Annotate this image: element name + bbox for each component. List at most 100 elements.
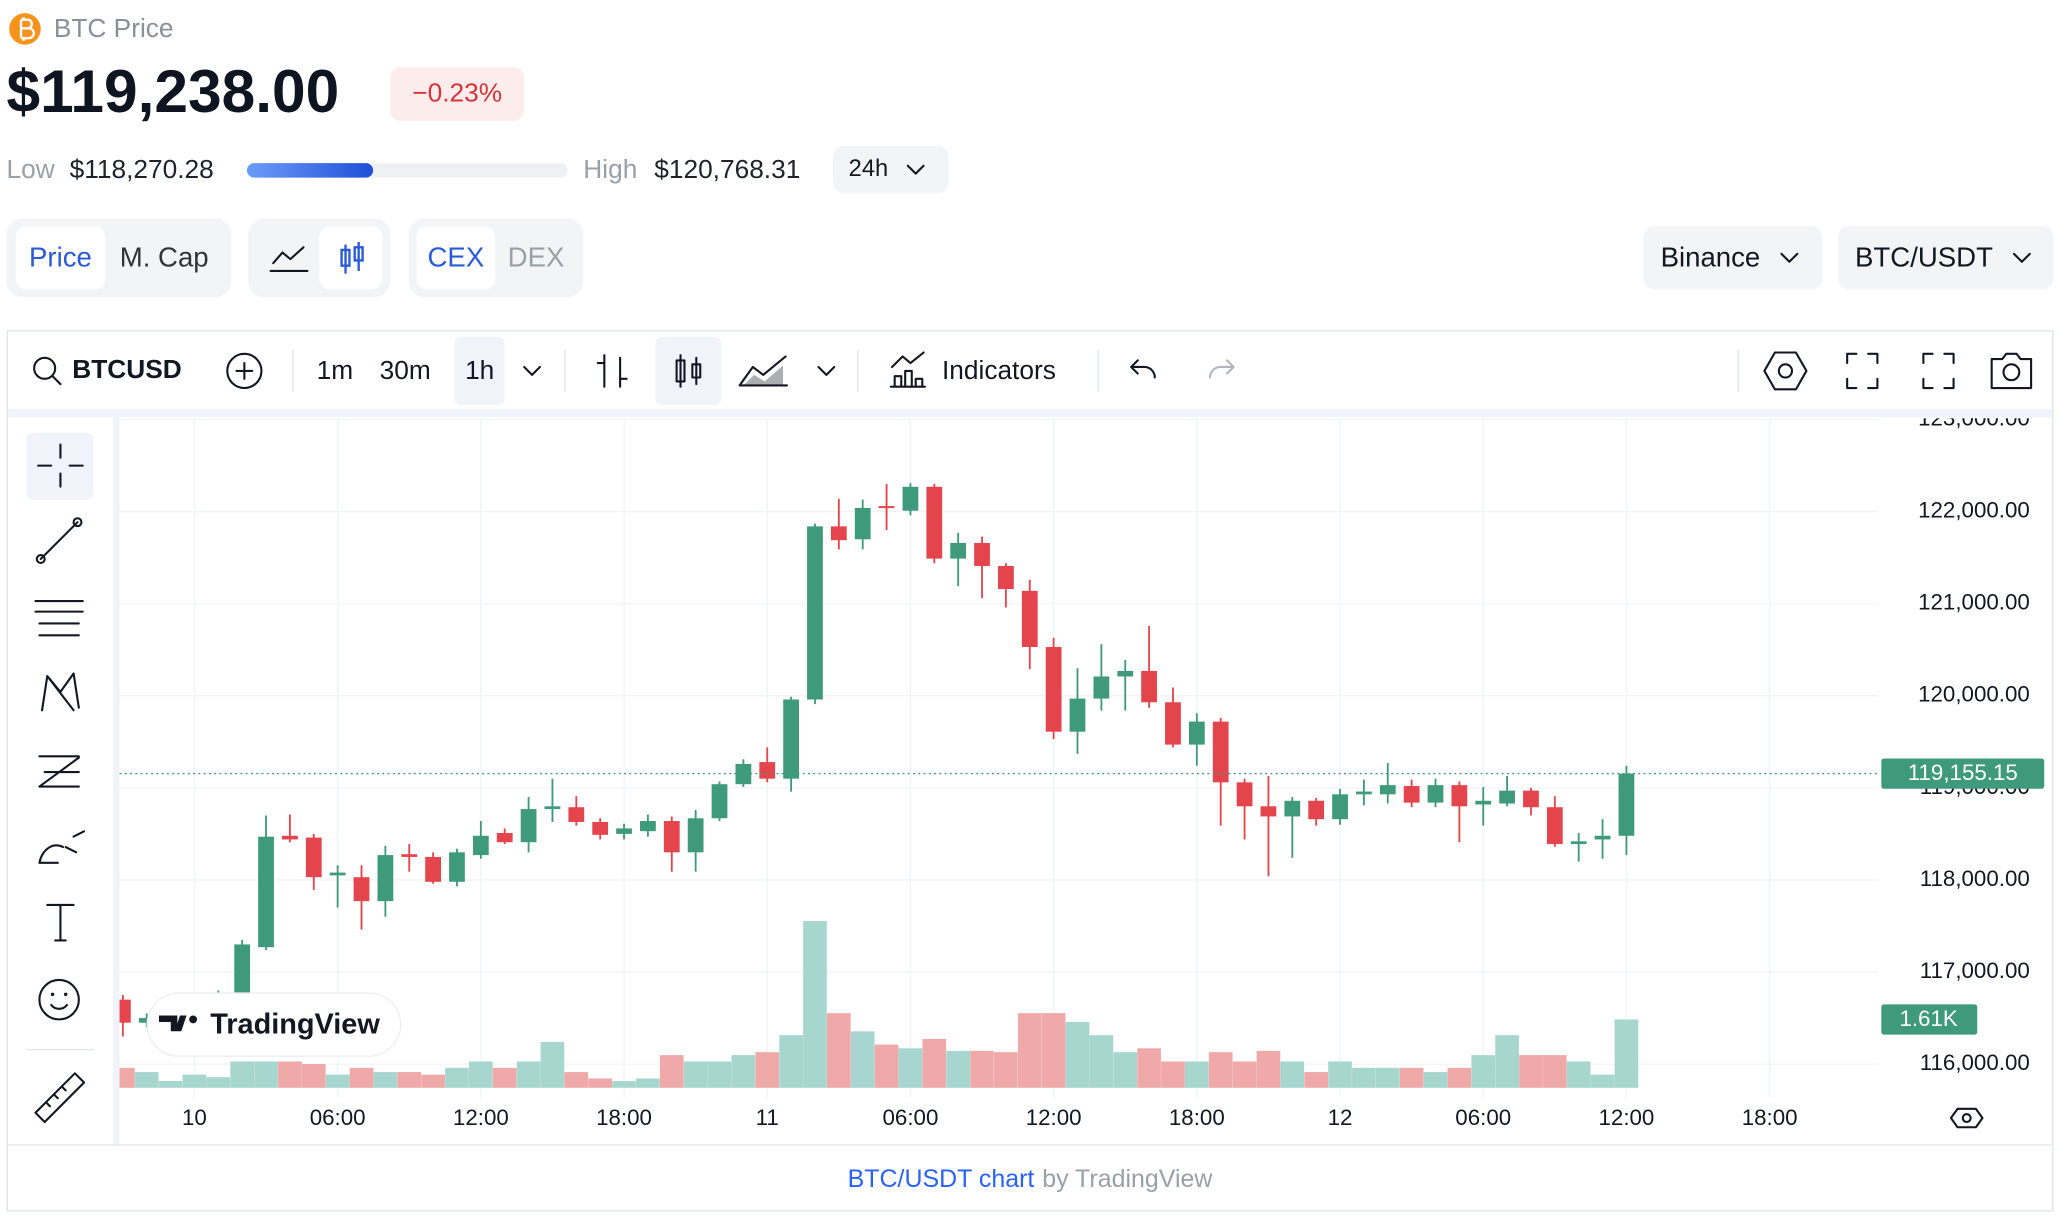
volume-bar (755, 1052, 780, 1088)
chevron[interactable] (817, 365, 836, 376)
tab[interactable]: CEX (428, 241, 485, 272)
volume-bar (612, 1080, 636, 1088)
last-volume-tag (1881, 1004, 1978, 1035)
candle-body (234, 944, 251, 994)
candle-body (520, 809, 537, 843)
y-tick-label: 121,000.00 (1918, 590, 2030, 615)
footer-link[interactable]: BTC/USDT chart (848, 1164, 1035, 1192)
candle-chart-button[interactable] (340, 242, 364, 274)
candles-button[interactable] (675, 354, 702, 388)
fullscreen[interactable] (1846, 352, 1879, 390)
volume-bar (1256, 1050, 1281, 1088)
volume-bar (946, 1050, 970, 1088)
candle-body (663, 821, 680, 853)
pair[interactable]: BTC/USDT (1855, 241, 1993, 272)
volume-bar (1304, 1072, 1328, 1088)
line-tool[interactable] (39, 521, 79, 561)
title: BTC Price (54, 13, 174, 43)
candle-body (1045, 647, 1062, 732)
tab[interactable]: M. Cap (120, 241, 209, 272)
ruler-tool[interactable] (34, 1072, 86, 1124)
candle-body (854, 507, 871, 540)
brush-tool[interactable] (38, 830, 86, 864)
interval[interactable]: 1m (317, 355, 353, 385)
y-tick-label: 118,000.00 (1920, 866, 2030, 891)
volume-bar (1423, 1072, 1448, 1088)
add-symbol[interactable] (226, 352, 263, 390)
bars-button[interactable] (596, 354, 628, 388)
price: $119,238.00 (7, 57, 340, 125)
expand[interactable] (1922, 352, 1955, 390)
chevron (906, 164, 925, 175)
volume-bar (1352, 1067, 1376, 1088)
volume-bar (1399, 1067, 1424, 1088)
redo[interactable] (1208, 359, 1235, 379)
undo[interactable] (1130, 359, 1156, 379)
symbol[interactable]: BTCUSD (72, 354, 181, 384)
snapshot[interactable] (1990, 352, 2033, 390)
candle-body (449, 852, 465, 882)
candle-body (902, 486, 919, 511)
volume-bar (1375, 1067, 1400, 1088)
area-button[interactable] (738, 355, 789, 387)
candle-body (401, 854, 418, 857)
y-tick-label: 120,000.00 (1918, 682, 2030, 707)
x-tick-label: 06:00 (1455, 1105, 1511, 1130)
x-tick-label: 06:00 (310, 1105, 366, 1130)
volume-bar (1089, 1035, 1114, 1088)
volume-bar (349, 1067, 374, 1088)
range-fill (246, 163, 374, 178)
candle-body (1451, 785, 1468, 807)
candle-body (425, 856, 441, 882)
volume-bar (659, 1055, 684, 1088)
interval[interactable]: 30m (380, 355, 431, 385)
last-volume-label: 1.61K (1899, 1006, 1957, 1031)
tab-active (319, 226, 383, 290)
snapshot (2002, 363, 2021, 382)
x-tick-label: 18:00 (1742, 1105, 1798, 1130)
period[interactable]: 24h (849, 156, 888, 182)
x-tick-label: 11 (756, 1105, 779, 1130)
chevron[interactable] (523, 365, 542, 376)
indicators-icon[interactable] (889, 351, 926, 388)
pattern-tool[interactable] (40, 672, 80, 712)
btc-glyph (19, 17, 35, 41)
chevron (2012, 252, 2031, 263)
axis-settings[interactable] (1949, 1107, 1984, 1129)
candle-body (926, 486, 943, 559)
candle-body (119, 999, 131, 1023)
line-chart-button[interactable] (269, 246, 309, 273)
candle-body (1475, 800, 1492, 805)
tab[interactable]: DEX (508, 241, 565, 272)
candle-body (1379, 785, 1396, 795)
exchange-select[interactable] (1643, 226, 1823, 290)
text-tool[interactable] (46, 903, 75, 942)
candle-body (878, 506, 895, 509)
volume-bar (588, 1078, 612, 1088)
pair-select[interactable] (1837, 226, 2054, 290)
tab[interactable]: Price (29, 241, 92, 272)
candle-body (1117, 670, 1134, 677)
interval[interactable]: 1h (465, 355, 494, 385)
x-tick-label: 12:00 (453, 1105, 509, 1130)
settings[interactable] (1763, 351, 1808, 391)
emoji-tool[interactable] (38, 978, 80, 1021)
volume-bar (119, 1067, 135, 1088)
candle-body (616, 828, 632, 834)
volume-bar (540, 1041, 565, 1088)
grid (119, 418, 1879, 1099)
y-tick-label: 117,000.00 (1920, 958, 2030, 983)
x-axis: 10 06:00 12:00 18:00 11 06:00 12:00 18:00 12 06:0… (182, 1105, 1798, 1130)
prediction-tool[interactable] (38, 755, 80, 788)
tv-logo-badge (146, 992, 402, 1057)
volume-bar (445, 1067, 469, 1088)
period-button[interactable] (832, 146, 949, 194)
candle-body (1021, 590, 1038, 648)
indicators[interactable]: Indicators (942, 355, 1056, 385)
fib-tool[interactable] (34, 600, 84, 637)
volume-bar (874, 1044, 899, 1088)
search-icon[interactable] (33, 356, 57, 380)
volume-bar (1495, 1035, 1519, 1088)
exchange[interactable]: Binance (1661, 241, 1761, 272)
crosshair-tool[interactable] (37, 443, 84, 488)
